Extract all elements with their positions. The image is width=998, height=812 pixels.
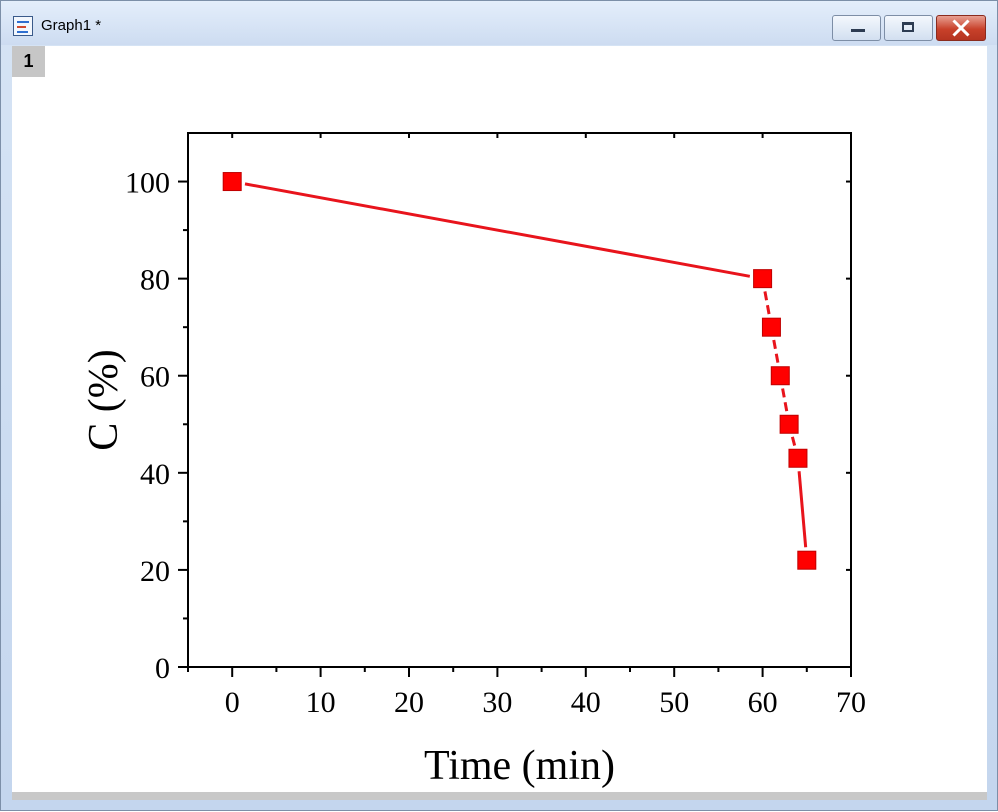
series-segment (797, 471, 808, 548)
data-point-marker (222, 172, 242, 192)
data-point-marker (788, 448, 808, 468)
y-tick-label: 80 (140, 264, 170, 297)
y-tick-label: 40 (140, 458, 170, 491)
data-point-marker (761, 317, 781, 337)
series-segment (790, 436, 797, 447)
data-point-marker (753, 269, 773, 289)
tick-labels: 0 10 20 30 40 50 60 70 0 20 40 60 80 100 (125, 167, 866, 719)
icon-line (17, 26, 26, 28)
close-icon (952, 19, 970, 37)
data-point-marker (797, 550, 817, 570)
axis-ticks (178, 133, 852, 677)
icon-line (17, 31, 28, 33)
maximize-icon (902, 22, 914, 32)
icon-line (17, 21, 29, 23)
maximize-button[interactable] (884, 15, 933, 41)
series-segment (763, 291, 771, 315)
x-tick-label: 70 (836, 686, 866, 719)
x-tick-label: 20 (394, 686, 424, 719)
series-segment (781, 388, 789, 412)
data-point-marker (779, 414, 799, 434)
x-tick-label: 60 (748, 686, 778, 719)
minimize-button[interactable] (832, 15, 881, 41)
y-tick-label: 0 (155, 652, 170, 685)
y-axis-label: C (%) (81, 349, 127, 450)
x-tick-label: 10 (306, 686, 336, 719)
x-tick-label: 50 (659, 686, 689, 719)
data-point-marker (770, 366, 790, 386)
close-button[interactable] (936, 15, 986, 41)
plot-frame (187, 132, 852, 668)
minimize-icon (851, 29, 865, 32)
layer-tab[interactable]: 1 (12, 46, 45, 77)
series-group (222, 172, 817, 570)
horizontal-scrollbar[interactable] (12, 792, 987, 800)
series-segment (244, 182, 751, 278)
title-bar[interactable]: Graph1 * (1, 1, 997, 45)
window-title: Graph1 * (41, 17, 102, 34)
x-tick-label: 0 (225, 686, 240, 719)
x-tick-label: 40 (571, 686, 601, 719)
y-tick-label: 20 (140, 555, 170, 588)
x-tick-label: 30 (482, 686, 512, 719)
y-tick-label: 60 (140, 361, 170, 394)
graph-window-icon[interactable] (13, 16, 33, 36)
y-tick-label: 100 (125, 167, 170, 200)
x-axis-label: Time (min) (424, 743, 615, 789)
series-segment (772, 339, 780, 364)
